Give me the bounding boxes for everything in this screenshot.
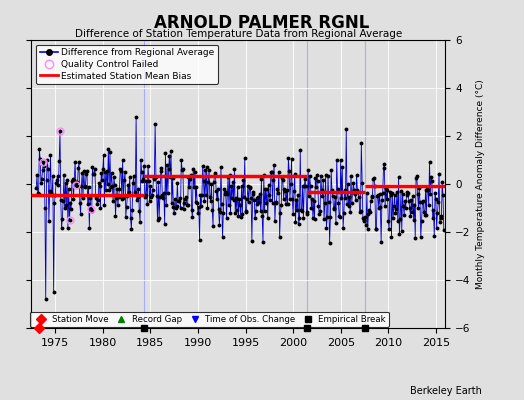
Text: Berkeley Earth: Berkeley Earth	[410, 386, 482, 396]
Text: ARNOLD PALMER RGNL: ARNOLD PALMER RGNL	[154, 14, 370, 32]
Legend: Station Move, Record Gap, Time of Obs. Change, Empirical Break: Station Move, Record Gap, Time of Obs. C…	[30, 312, 389, 326]
Y-axis label: Monthly Temperature Anomaly Difference (°C): Monthly Temperature Anomaly Difference (…	[476, 79, 485, 289]
Title: Difference of Station Temperature Data from Regional Average: Difference of Station Temperature Data f…	[75, 29, 402, 39]
